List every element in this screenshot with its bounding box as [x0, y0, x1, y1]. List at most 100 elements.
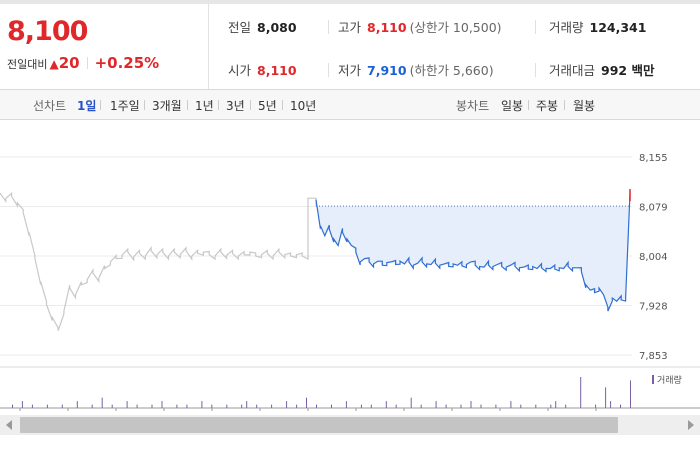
volume-bar — [595, 404, 597, 408]
divider — [535, 20, 536, 34]
volume-bar — [385, 401, 387, 408]
volume-bar — [201, 401, 203, 408]
volume-bar — [211, 404, 213, 408]
volume-bar — [610, 401, 612, 408]
volume-bar — [61, 404, 63, 408]
high-label: 고가 — [338, 20, 362, 35]
volume-panel: 거래량 — [0, 366, 700, 411]
up-triangle-icon: ▲ — [49, 57, 59, 71]
below-prev-close-fill — [316, 193, 630, 312]
toolbar-divider — [250, 100, 251, 110]
toolbar-divider — [282, 100, 283, 110]
volume-bar — [186, 404, 188, 408]
volume-bar — [460, 404, 462, 408]
period-1w[interactable]: 1주일 — [110, 99, 140, 113]
quote-panel: 8,100 전일대비 ▲20 +0.25% 전일 8,080 고가 8,110 (상한가 … — [0, 4, 700, 90]
volume-value: 124,341 — [589, 20, 647, 35]
volume-bar — [246, 401, 248, 408]
volume-bar — [21, 401, 23, 408]
volume-bar — [136, 404, 138, 408]
volume-bar — [480, 404, 482, 408]
volume-bar — [630, 380, 631, 408]
high-cell: 고가 8,110 (상한가 10,500) — [338, 17, 502, 36]
volume-bar — [565, 404, 567, 408]
low-cell: 저가 7,910 (하한가 5,660) — [338, 60, 494, 79]
period-3m[interactable]: 3개월 — [152, 99, 182, 113]
change-row: 전일대비 ▲20 +0.25% — [7, 54, 159, 72]
period-10y[interactable]: 10년 — [290, 99, 317, 113]
prev-day-line — [0, 191, 309, 331]
volume-bar — [306, 397, 307, 408]
volume-bar — [76, 401, 78, 408]
open-cell: 시가 8,110 — [228, 60, 297, 79]
volume-bar — [555, 401, 557, 408]
volume-bar — [12, 404, 13, 408]
prev-close-cell: 전일 8,080 — [228, 17, 297, 36]
period-3y[interactable]: 3년 — [226, 99, 245, 113]
volume-bar — [46, 404, 48, 408]
volume-bar — [510, 401, 512, 408]
low-value: 7,910 — [367, 63, 407, 78]
period-5y[interactable]: 5년 — [258, 99, 277, 113]
volume-bar — [435, 401, 437, 408]
volume-bar — [535, 404, 537, 408]
lower-limit: (하한가 5,660) — [409, 63, 494, 78]
y-tick-label: 7,928 — [639, 302, 668, 313]
volume-bar — [331, 404, 332, 408]
amount-value: 992 백만 — [601, 63, 655, 78]
volume-bar — [370, 404, 372, 408]
divider — [328, 20, 329, 34]
change-label: 전일대비 — [7, 58, 48, 71]
chart-scrollbar[interactable] — [0, 415, 700, 435]
volume-bar — [286, 401, 288, 408]
prev-close-value: 8,080 — [257, 20, 297, 35]
current-price: 8,100 — [7, 16, 88, 47]
scroll-left-icon[interactable] — [6, 420, 12, 430]
volume-bar — [445, 404, 447, 408]
volume-label: 거래량 — [549, 20, 584, 35]
open-label: 시가 — [228, 63, 252, 78]
volume-bar — [271, 404, 273, 408]
toolbar-divider — [187, 100, 188, 110]
y-tick-label: 7,853 — [639, 351, 668, 362]
volume-bar — [91, 404, 93, 408]
volume-bar — [296, 404, 298, 408]
period-1y[interactable]: 1년 — [195, 99, 214, 113]
period-1d[interactable]: 1일 — [77, 99, 97, 113]
volume-bar — [605, 387, 607, 408]
line-chart-label: 선차트 — [33, 99, 67, 113]
prev-close-label: 전일 — [228, 20, 252, 35]
volume-bar — [316, 404, 317, 408]
open-value: 8,110 — [257, 63, 297, 78]
low-label: 저가 — [338, 63, 362, 78]
volume-bar — [161, 401, 163, 408]
scroll-right-icon[interactable] — [688, 420, 694, 430]
volume-bar — [111, 404, 113, 408]
change-value: 20 — [58, 54, 80, 72]
toolbar-divider — [218, 100, 219, 110]
chart-plot — [0, 189, 631, 331]
candle-monthly[interactable]: 월봉 — [573, 99, 596, 113]
scroll-thumb[interactable] — [20, 417, 618, 433]
change-divider — [86, 57, 88, 69]
divider — [535, 63, 536, 77]
candle-daily[interactable]: 일봉 — [501, 99, 524, 113]
candle-chart-label: 봉차트 — [456, 99, 490, 113]
volume-bar — [395, 404, 397, 408]
change-percent: +0.25% — [94, 54, 160, 72]
toolbar-divider — [100, 100, 101, 110]
price-box: 8,100 전일대비 ▲20 +0.25% — [0, 4, 209, 89]
top-strip — [0, 0, 700, 4]
volume-bar — [31, 404, 33, 408]
volume-legend-label: 거래량 — [657, 374, 682, 386]
y-tick-label: 8,155 — [639, 153, 668, 164]
candle-weekly[interactable]: 주봉 — [536, 99, 559, 113]
volume-bar — [520, 404, 522, 408]
volume-bar — [620, 404, 621, 408]
volume-bar — [176, 404, 178, 408]
volume-bar — [580, 377, 582, 408]
toolbar-divider — [144, 100, 145, 110]
volume-bar — [550, 404, 552, 408]
volume-bar — [410, 397, 412, 408]
price-chart: 8,155 8,079 8,004 7,928 7,853 거래량 — [0, 153, 700, 411]
